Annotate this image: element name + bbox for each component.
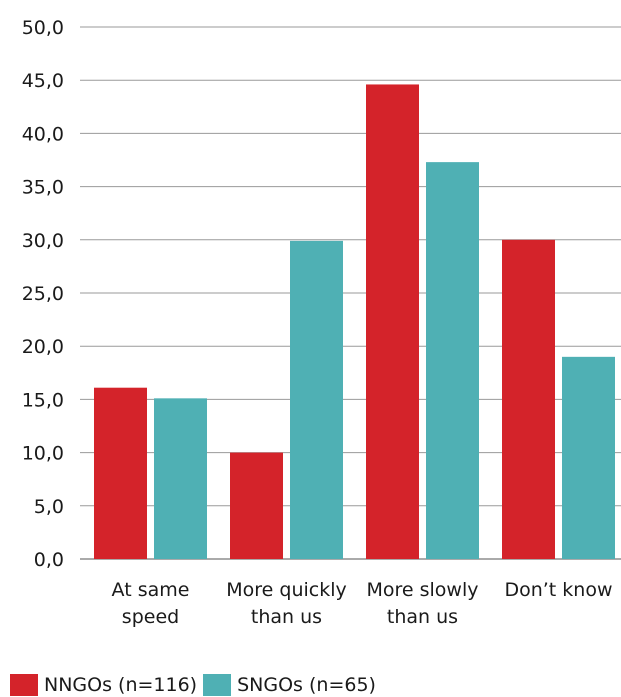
bar-sngos (290, 240, 343, 559)
bar-nngos (502, 239, 555, 560)
y-tick-label: 45,0 (22, 70, 64, 92)
x-category-label: More quickly (226, 579, 347, 601)
y-tick-label: 20,0 (22, 336, 64, 358)
x-category-label: At same (112, 579, 190, 601)
y-tick-label: 0,0 (34, 549, 64, 571)
x-category-label: Don’t know (504, 579, 612, 601)
bars (94, 84, 615, 560)
y-tick-label: 50,0 (22, 17, 64, 39)
x-axis-category-labels: At same speed More quickly than us More slow… (112, 579, 613, 628)
legend-label-sngos: SNGOs (n=65) (237, 674, 376, 696)
y-tick-label: 30,0 (22, 230, 64, 252)
bar-nngos (94, 387, 147, 559)
legend: NNGOs (n=116) SNGOs (n=65) (10, 674, 382, 696)
legend-item-sngos: SNGOs (n=65) (203, 674, 376, 696)
x-category-label: than us (251, 606, 322, 628)
bar-sngos (154, 398, 207, 559)
legend-label-nngos: NNGOs (n=116) (44, 674, 198, 696)
y-tick-label: 10,0 (22, 443, 64, 465)
y-tick-label: 5,0 (34, 496, 64, 518)
y-tick-label: 15,0 (22, 389, 64, 411)
bar-nngos (366, 84, 419, 560)
x-category-label: speed (122, 606, 179, 628)
legend-item-nngos: NNGOs (n=116) (10, 674, 197, 696)
x-category-label: than us (387, 606, 458, 628)
legend-swatch-nngos (10, 674, 38, 696)
legend-swatch-sngos (203, 674, 232, 696)
x-category-label: More slowly (366, 579, 478, 601)
y-tick-label: 25,0 (22, 283, 64, 305)
bar-sngos (426, 162, 479, 560)
bar-sngos (562, 356, 615, 559)
bar-nngos (230, 452, 283, 559)
y-axis-tick-labels: 0,0 5,0 10,0 15,0 20,0 25,0 30,0 35,0 40,0 45,0 50… (22, 17, 64, 571)
y-tick-label: 35,0 (22, 177, 64, 199)
y-tick-label: 40,0 (22, 123, 64, 145)
bar-chart: 0,0 5,0 10,0 15,0 20,0 25,0 30,0 35,0 40,0 45,0 50… (22, 17, 621, 628)
